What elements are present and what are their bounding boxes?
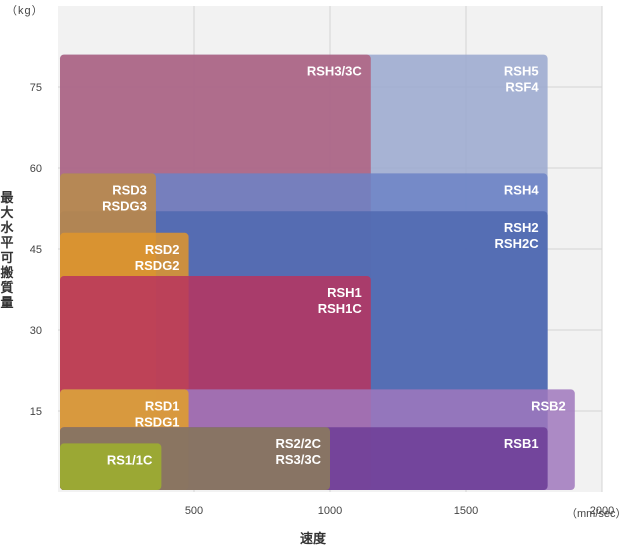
y-tick-label: 30 xyxy=(30,325,42,337)
region-label: RSB1 xyxy=(504,436,539,451)
region-label: RSH1C xyxy=(318,301,363,316)
region-label: RSH5 xyxy=(504,64,539,79)
region-label: RS1/1C xyxy=(107,452,153,467)
region-label: RSD2 xyxy=(145,242,180,257)
x-unit-label: （mm/sec） xyxy=(566,508,627,520)
region-label: RSH1 xyxy=(327,285,362,300)
region-label: RSH2 xyxy=(504,220,539,235)
y-tick-label: 60 xyxy=(30,163,42,175)
y-axis-title: 最大水平可搬質量 xyxy=(0,190,14,310)
y-tick-label: 75 xyxy=(30,82,42,94)
y-tick-label: 45 xyxy=(30,244,42,256)
region-label: RSH2C xyxy=(495,236,540,251)
region-rs1-1c xyxy=(60,443,162,490)
region-label: RSD1 xyxy=(145,398,180,413)
region-label: RS2/2C xyxy=(275,436,321,451)
region-label: RSF4 xyxy=(505,80,539,95)
x-tick-label: 500 xyxy=(185,505,203,517)
y-unit-label: （kg） xyxy=(6,5,44,17)
region-label: RSDG2 xyxy=(135,258,180,273)
region-label: RSH3/3C xyxy=(307,64,363,79)
region-label: RSH4 xyxy=(504,182,539,197)
region-label: RSB2 xyxy=(531,398,566,413)
region-label: RSDG3 xyxy=(102,198,147,213)
x-tick-label: 1000 xyxy=(318,505,342,517)
x-tick-label: 1500 xyxy=(454,505,478,517)
y-tick-label: 15 xyxy=(30,406,42,418)
region-label: RSD3 xyxy=(112,182,147,197)
x-axis-title: 速度 xyxy=(300,531,327,546)
region-label: RS3/3C xyxy=(275,452,321,467)
x-tick-label: 2000 xyxy=(590,505,614,517)
region-label: RSDG1 xyxy=(135,414,180,429)
